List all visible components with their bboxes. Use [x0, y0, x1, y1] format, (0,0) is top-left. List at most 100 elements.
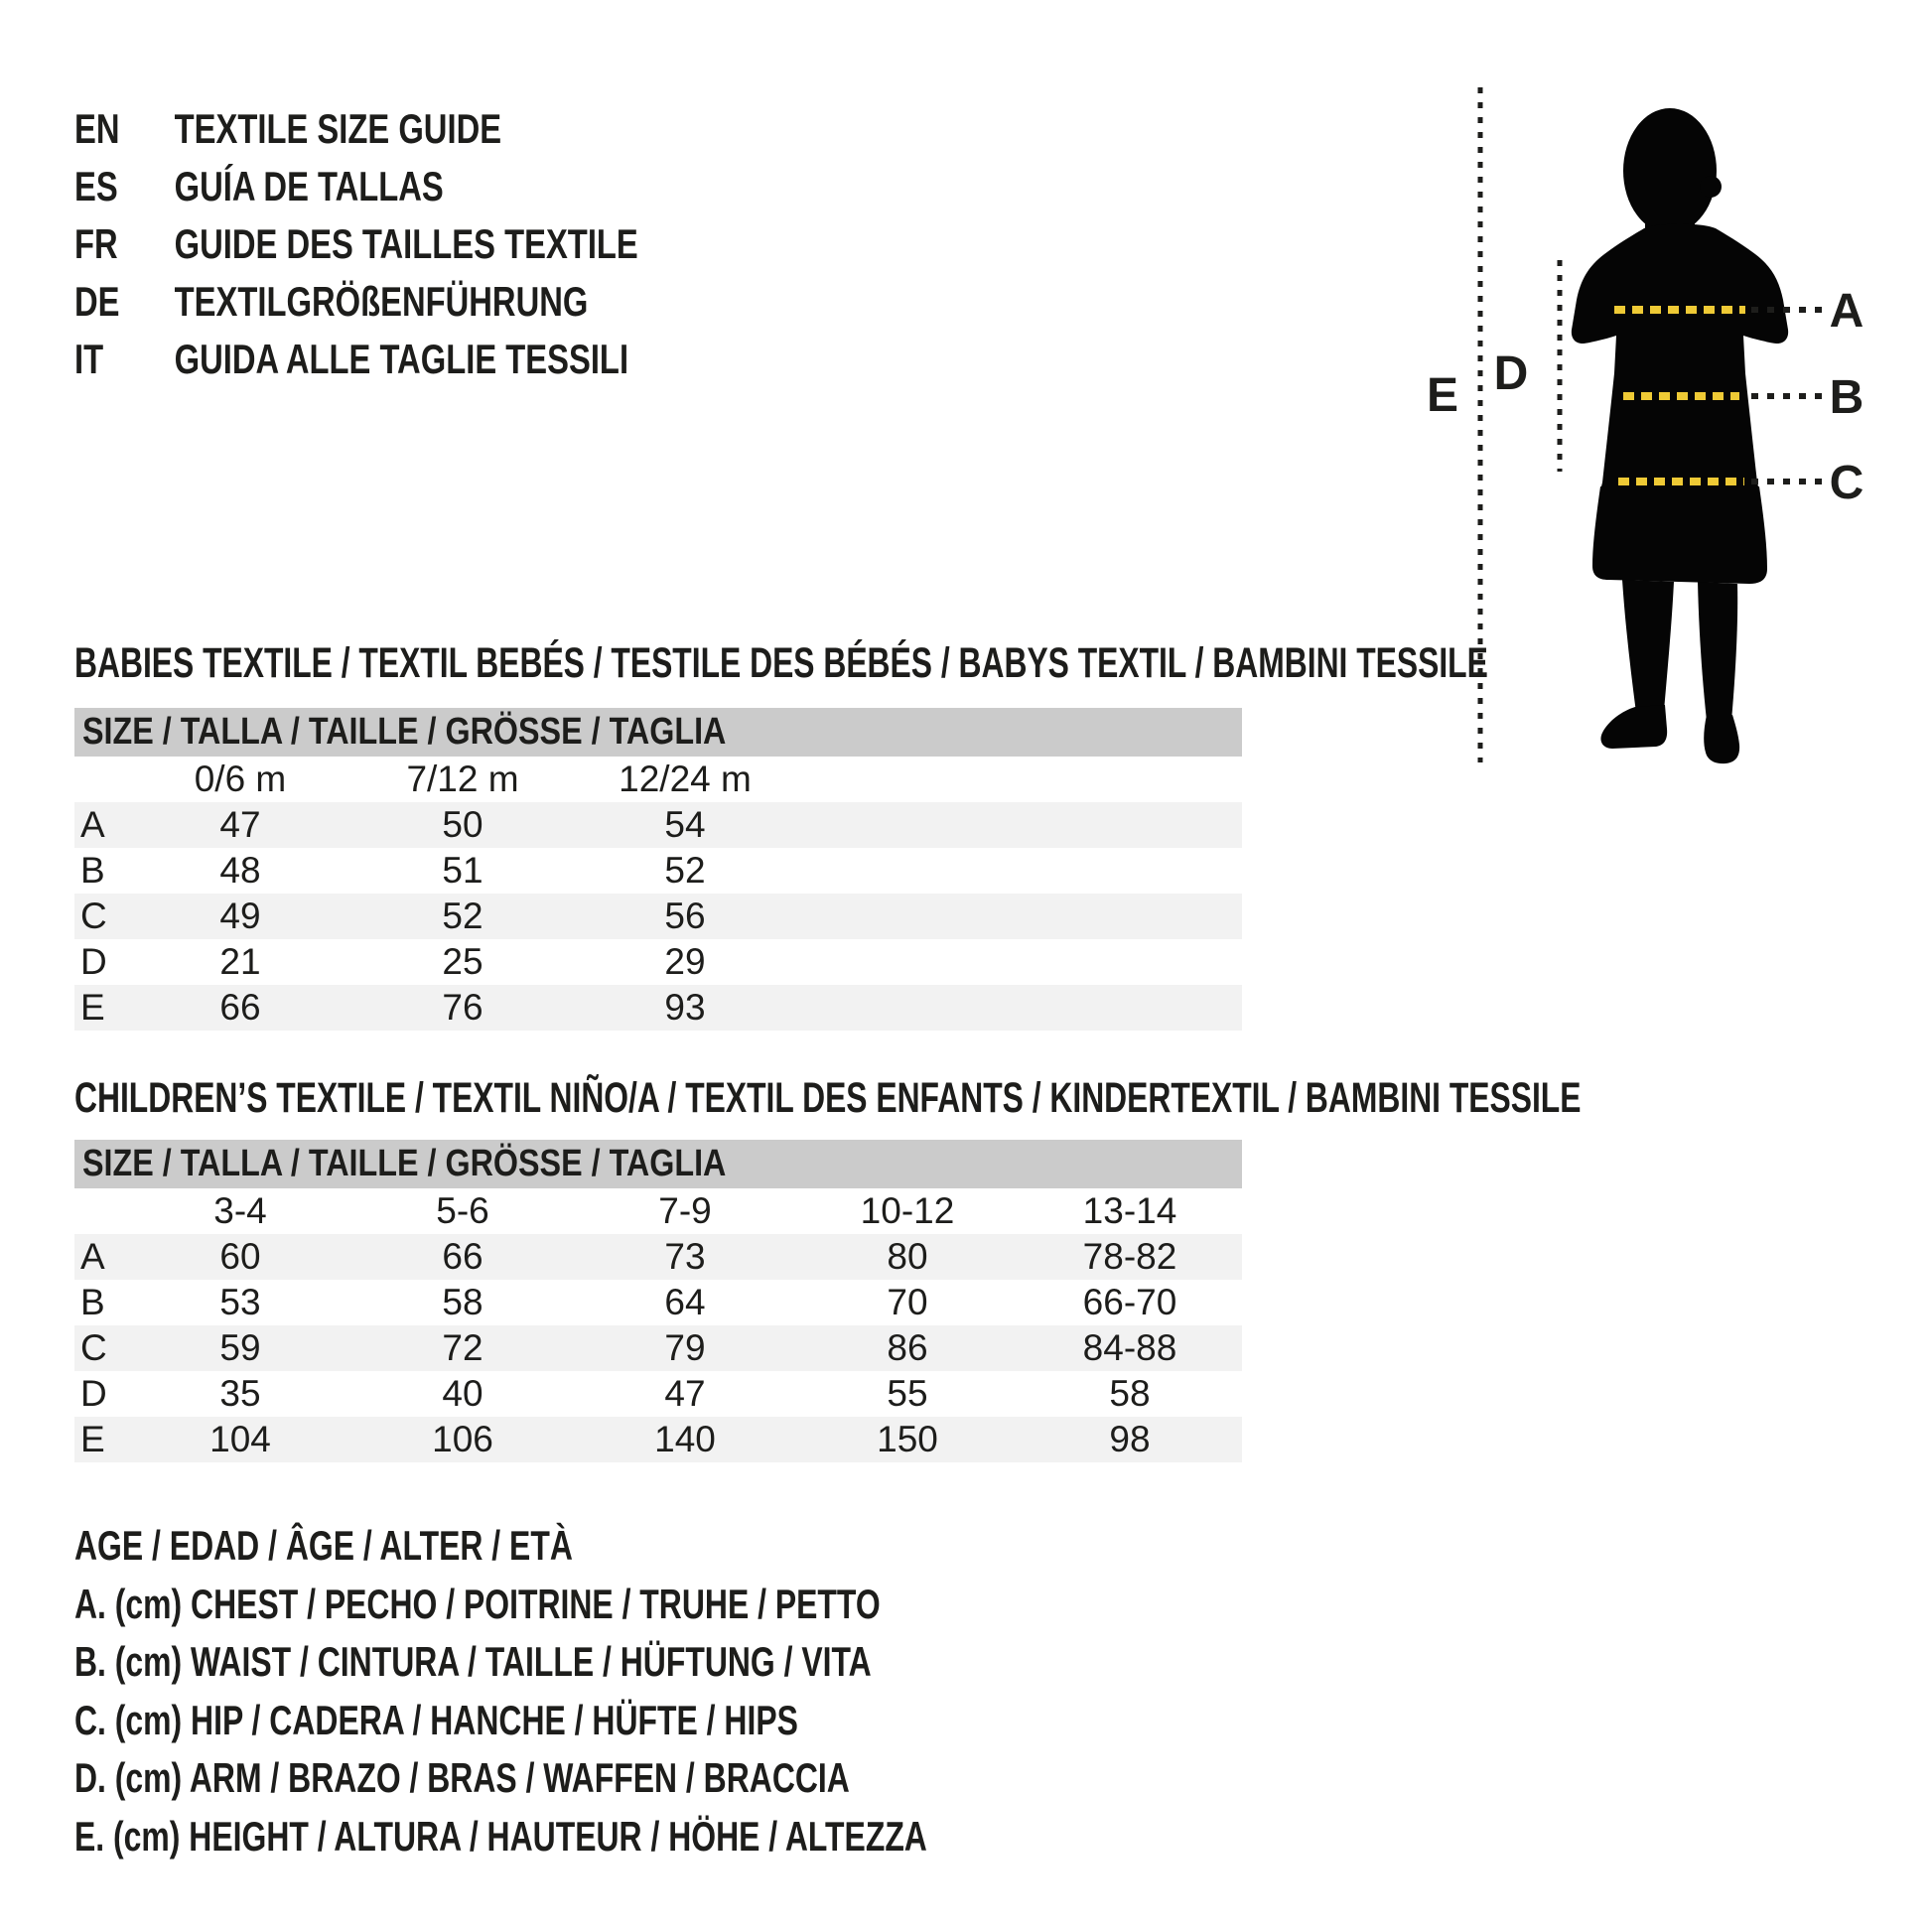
row-label: C [80, 896, 107, 936]
lang-title: GUÍA DE TALLAS [174, 163, 444, 209]
row-label: E [80, 1419, 105, 1459]
value-cell: 54 [664, 804, 706, 845]
babies-section-heading: BABIES TEXTILE / TEXTIL BEBÉS / TESTILE … [74, 639, 1488, 687]
value-cell: 47 [219, 804, 261, 845]
value-cell: 78-82 [1082, 1236, 1177, 1277]
size-header-label: SIZE / TALLA / TAILLE / GRÖSSE / TAGLIA [82, 1143, 727, 1184]
value-cell: 35 [219, 1373, 261, 1414]
size-header-label: SIZE / TALLA / TAILLE / GRÖSSE / TAGLIA [82, 711, 727, 753]
table-row: C 59 72 79 86 84-88 [74, 1325, 1242, 1371]
children-section-heading: CHILDREN’S TEXTILE / TEXTIL NIÑO/A / TEX… [74, 1074, 1582, 1122]
lang-code: DE [74, 278, 120, 325]
value-cell: 79 [664, 1327, 706, 1368]
value-cell: 55 [887, 1373, 928, 1414]
value-cell: 76 [442, 987, 483, 1028]
legend-age: AGE / EDAD / ÂGE / ALTER / ETÀ [74, 1522, 573, 1569]
value-cell: 84-88 [1082, 1327, 1177, 1368]
legend-waist: B. (cm) WAIST / CINTURA / TAILLE / HÜFTU… [74, 1638, 872, 1685]
marker-label-b: B [1830, 371, 1864, 424]
value-cell: 66 [442, 1236, 483, 1277]
size-header-bar: SIZE / TALLA / TAILLE / GRÖSSE / TAGLIA [74, 1140, 1242, 1188]
child-silhouette [1571, 108, 1789, 764]
row-label: A [80, 804, 105, 845]
lang-code: ES [74, 163, 118, 209]
marker-label-c: C [1830, 457, 1864, 509]
column-header-row: 0/6 m 7/12 m 12/24 m [74, 757, 1242, 802]
empty-corner-cell [74, 1188, 129, 1234]
column-header: 0/6 m [194, 759, 287, 799]
row-label: B [80, 1282, 105, 1322]
table-row: C 49 52 56 [74, 894, 1242, 939]
row-label: D [80, 941, 107, 982]
value-cell: 98 [1109, 1419, 1151, 1459]
lang-title: GUIDA ALLE TAGLIE TESSILI [174, 336, 629, 382]
column-header: 5-6 [436, 1190, 489, 1231]
column-header: 7-9 [658, 1190, 712, 1231]
value-cell: 56 [664, 896, 706, 936]
value-cell: 66 [219, 987, 261, 1028]
lang-row-en: EN TEXTILE SIZE GUIDE [74, 100, 638, 158]
value-cell: 51 [442, 850, 483, 891]
legend-chest: A. (cm) CHEST / PECHO / POITRINE / TRUHE… [74, 1580, 881, 1627]
row-label: E [80, 987, 105, 1028]
lang-code: FR [74, 220, 118, 267]
table-row: E 104 106 140 150 98 [74, 1417, 1242, 1462]
value-cell: 70 [887, 1282, 928, 1322]
value-cell: 140 [654, 1419, 716, 1459]
row-label: D [80, 1373, 107, 1414]
value-cell: 59 [219, 1327, 261, 1368]
value-cell: 66-70 [1082, 1282, 1177, 1322]
table-row: B 48 51 52 [74, 848, 1242, 894]
value-cell: 150 [877, 1419, 938, 1459]
value-cell: 49 [219, 896, 261, 936]
column-header: 12/24 m [619, 759, 752, 799]
marker-label-d: D [1494, 347, 1529, 400]
value-cell: 52 [442, 896, 483, 936]
value-cell: 58 [1109, 1373, 1151, 1414]
value-cell: 80 [887, 1236, 928, 1277]
size-header-bar: SIZE / TALLA / TAILLE / GRÖSSE / TAGLIA [74, 708, 1242, 757]
table-row: D 35 40 47 55 58 [74, 1371, 1242, 1417]
lang-code: IT [74, 336, 104, 382]
value-cell: 106 [432, 1419, 493, 1459]
value-cell: 58 [442, 1282, 483, 1322]
column-header: 10-12 [860, 1190, 955, 1231]
column-header: 3-4 [213, 1190, 267, 1231]
value-cell: 72 [442, 1327, 483, 1368]
child-silhouette-diagram: A B C D E [1427, 87, 1864, 764]
value-cell: 53 [219, 1282, 261, 1322]
row-label: A [80, 1236, 105, 1277]
lang-title: TEXTILE SIZE GUIDE [174, 105, 502, 152]
table-row: A 47 50 54 [74, 802, 1242, 848]
value-cell: 29 [664, 941, 706, 982]
lang-row-fr: FR GUIDE DES TAILLES TEXTILE [74, 215, 638, 273]
column-header-row: 3-4 5-6 7-9 10-12 13-14 [74, 1188, 1242, 1234]
table-row: B 53 58 64 70 66-70 [74, 1280, 1242, 1325]
marker-label-e: E [1427, 369, 1458, 422]
value-cell: 60 [219, 1236, 261, 1277]
row-label: C [80, 1327, 107, 1368]
children-size-table: SIZE / TALLA / TAILLE / GRÖSSE / TAGLIA … [74, 1140, 1242, 1462]
lang-title: GUIDE DES TAILLES TEXTILE [174, 220, 638, 267]
value-cell: 48 [219, 850, 261, 891]
value-cell: 40 [442, 1373, 483, 1414]
measurement-figure: A B C D E [1410, 79, 1926, 784]
legend-hip: C. (cm) HIP / CADERA / HANCHE / HÜFTE / … [74, 1696, 798, 1743]
row-label: B [80, 850, 105, 891]
value-cell: 25 [442, 941, 483, 982]
measurement-legend: AGE / EDAD / ÂGE / ALTER / ETÀ A. (cm) C… [74, 1517, 1196, 1865]
column-header: 13-14 [1082, 1190, 1177, 1231]
babies-size-table: SIZE / TALLA / TAILLE / GRÖSSE / TAGLIA … [74, 708, 1242, 1031]
value-cell: 50 [442, 804, 483, 845]
value-cell: 93 [664, 987, 706, 1028]
empty-corner-cell [74, 757, 129, 802]
table-row: E 66 76 93 [74, 985, 1242, 1031]
table-row: D 21 25 29 [74, 939, 1242, 985]
lang-row-de: DE TEXTILGRÖßENFÜHRUNG [74, 273, 638, 331]
lang-title: TEXTILGRÖßENFÜHRUNG [174, 278, 589, 325]
column-header: 7/12 m [406, 759, 519, 799]
language-title-list: EN TEXTILE SIZE GUIDE ES GUÍA DE TALLAS FR… [74, 100, 797, 388]
value-cell: 21 [219, 941, 261, 982]
lang-row-es: ES GUÍA DE TALLAS [74, 158, 638, 215]
